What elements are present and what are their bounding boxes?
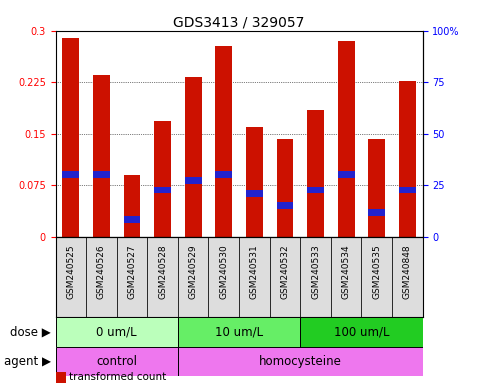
Text: GSM240533: GSM240533 bbox=[311, 245, 320, 300]
Bar bbox=[178, 347, 423, 376]
Bar bbox=[270, 237, 300, 317]
Text: GSM240535: GSM240535 bbox=[372, 245, 381, 300]
Bar bbox=[307, 187, 324, 194]
Bar bbox=[369, 139, 385, 237]
Bar bbox=[331, 237, 361, 317]
Bar bbox=[369, 209, 385, 216]
Bar bbox=[124, 216, 141, 223]
Text: GSM240534: GSM240534 bbox=[341, 245, 351, 300]
Text: control: control bbox=[96, 355, 137, 368]
Bar bbox=[154, 121, 171, 237]
Bar bbox=[124, 175, 141, 237]
Text: GSM240848: GSM240848 bbox=[403, 245, 412, 300]
Text: 10 um/L: 10 um/L bbox=[215, 325, 263, 338]
Text: GSM240527: GSM240527 bbox=[128, 245, 137, 300]
Title: GDS3413 / 329057: GDS3413 / 329057 bbox=[173, 16, 305, 30]
Bar bbox=[209, 237, 239, 317]
Bar bbox=[300, 237, 331, 317]
Text: transformed count: transformed count bbox=[69, 372, 166, 382]
Bar bbox=[338, 41, 355, 237]
Bar bbox=[93, 75, 110, 237]
Bar bbox=[239, 237, 270, 317]
Text: 100 um/L: 100 um/L bbox=[334, 325, 389, 338]
Bar bbox=[56, 317, 178, 347]
Bar bbox=[361, 237, 392, 317]
Bar bbox=[215, 46, 232, 237]
Bar bbox=[338, 172, 355, 178]
Bar bbox=[246, 190, 263, 197]
Text: GSM240531: GSM240531 bbox=[250, 245, 259, 300]
Bar bbox=[117, 237, 147, 317]
Bar bbox=[62, 38, 79, 237]
Bar bbox=[86, 237, 117, 317]
Text: GSM240526: GSM240526 bbox=[97, 245, 106, 300]
Bar bbox=[399, 81, 416, 237]
Text: GSM240528: GSM240528 bbox=[158, 245, 167, 300]
Bar bbox=[399, 187, 416, 194]
Bar bbox=[246, 127, 263, 237]
Bar bbox=[154, 187, 171, 194]
Bar bbox=[392, 237, 423, 317]
Text: homocysteine: homocysteine bbox=[259, 355, 341, 368]
Bar bbox=[93, 172, 110, 178]
Bar bbox=[307, 110, 324, 237]
Text: GSM240529: GSM240529 bbox=[189, 245, 198, 300]
Bar bbox=[277, 202, 293, 209]
Text: GSM240525: GSM240525 bbox=[66, 245, 75, 300]
Bar bbox=[185, 177, 201, 184]
Bar bbox=[300, 317, 423, 347]
Bar bbox=[185, 78, 201, 237]
Text: GSM240532: GSM240532 bbox=[281, 245, 289, 300]
Bar bbox=[178, 237, 209, 317]
Bar bbox=[178, 317, 300, 347]
Text: agent ▶: agent ▶ bbox=[4, 355, 51, 368]
Text: dose ▶: dose ▶ bbox=[10, 325, 51, 338]
Bar bbox=[62, 172, 79, 178]
Bar bbox=[215, 172, 232, 178]
Bar bbox=[56, 237, 86, 317]
Bar bbox=[56, 347, 178, 376]
Text: GSM240530: GSM240530 bbox=[219, 245, 228, 300]
Bar bbox=[277, 139, 293, 237]
Bar bbox=[147, 237, 178, 317]
Text: 0 um/L: 0 um/L bbox=[97, 325, 137, 338]
